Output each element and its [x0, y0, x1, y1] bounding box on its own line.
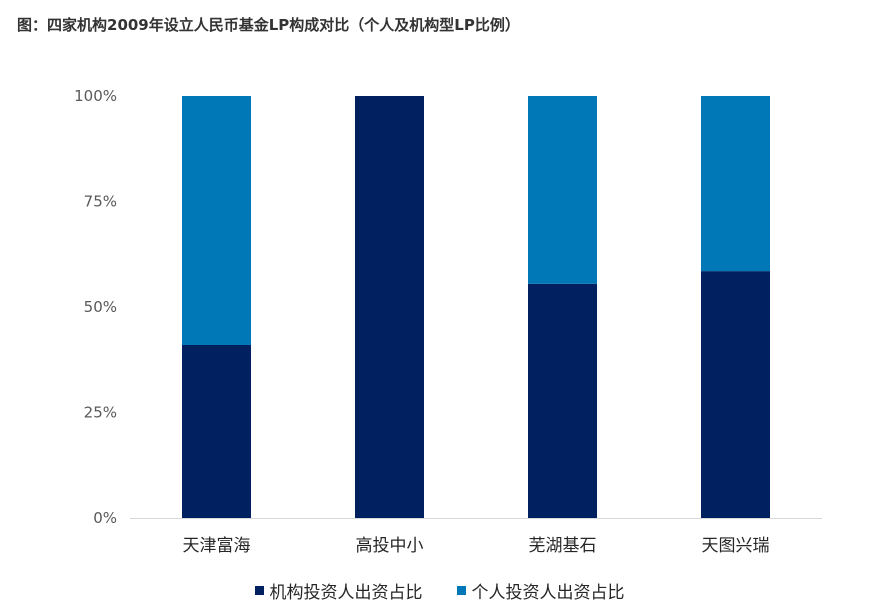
legend: 机构投资人出资占比 个人投资人出资占比: [0, 578, 879, 603]
legend-label-institutional: 机构投资人出资占比: [269, 583, 423, 603]
x-axis-category-labels: 天津富海 高投中小 芜湖基石 天图兴瑞: [183, 536, 770, 556]
bar-segment-institutional: [701, 271, 770, 518]
y-tick-label: 0%: [93, 509, 117, 527]
legend-item-individual: 个人投资人出资占比: [456, 578, 625, 603]
x-category-label: 高投中小: [356, 536, 424, 556]
legend-label-individual: 个人投资人出资占比: [471, 583, 625, 603]
figure-title: 图：四家机构2009年设立人民币基金LP构成对比（个人及机构型LP比例）: [17, 16, 520, 34]
legend-swatch-institutional: [254, 586, 264, 595]
y-tick-label: 50%: [84, 298, 117, 316]
legend-swatch-individual: [456, 586, 466, 595]
legend-item-institutional: 机构投资人出资占比: [254, 578, 423, 603]
x-category-label: 天津富海: [183, 536, 251, 556]
y-tick-label: 25%: [84, 404, 117, 422]
bar-segment-individual: [528, 96, 597, 284]
y-tick-label: 100%: [74, 87, 117, 105]
y-axis-tick-labels: 0% 25% 50% 75% 100%: [74, 87, 117, 527]
x-category-label: 天图兴瑞: [702, 536, 770, 556]
y-tick-label: 75%: [84, 193, 117, 211]
bars-group: [182, 96, 770, 518]
x-category-label: 芜湖基石: [529, 536, 597, 556]
bar-segment-institutional: [355, 96, 424, 518]
bar-segment-institutional: [528, 283, 597, 518]
bar-segment-individual: [182, 96, 251, 345]
bar-segment-individual: [701, 96, 770, 272]
bar-segment-institutional: [182, 344, 251, 518]
stacked-bar-chart: 0% 25% 50% 75% 100% 天津富海 高投中小 芜湖基石 天图兴瑞: [74, 87, 822, 556]
